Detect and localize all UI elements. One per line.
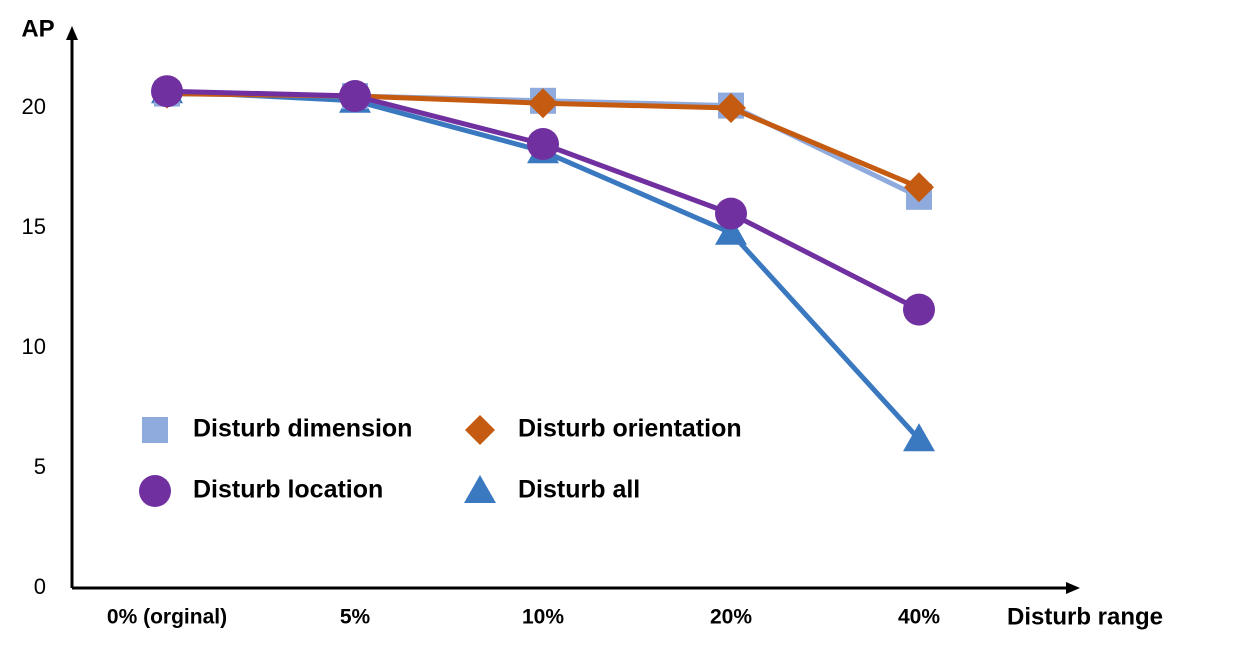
x-axis-label: Disturb range (1007, 603, 1163, 630)
x-axis-arrow (1066, 582, 1080, 594)
data-point (339, 80, 371, 112)
data-point (527, 128, 559, 160)
x-tick-label: 10% (522, 606, 564, 629)
data-point (904, 172, 934, 203)
data-point (716, 93, 746, 123)
legend-marker (464, 475, 496, 503)
legend-label: Disturb all (518, 476, 640, 504)
y-tick-label: 15 (22, 214, 46, 239)
x-tick-label: 20% (710, 606, 752, 629)
legend-label: Disturb orientation (518, 415, 742, 443)
x-tick-label: 40% (898, 606, 940, 629)
data-point (903, 423, 935, 452)
y-tick-label: 0 (34, 574, 46, 599)
y-axis-arrow (66, 26, 78, 40)
legend-marker (142, 417, 168, 443)
legend-marker (139, 475, 171, 507)
y-axis-label: AP (21, 15, 54, 42)
legend-label: Disturb dimension (193, 415, 412, 443)
y-tick-label: 5 (34, 454, 46, 479)
data-point (715, 216, 747, 245)
data-point (715, 197, 747, 230)
y-tick-label: 10 (22, 334, 46, 359)
series-line (166, 88, 921, 312)
data-point (528, 88, 558, 119)
legend-label: Disturb location (193, 476, 383, 504)
data-point (903, 293, 935, 326)
x-tick-label: 5% (340, 606, 371, 629)
y-tick-label: 20 (22, 94, 46, 119)
data-point (151, 75, 183, 108)
legend-marker (465, 415, 495, 445)
x-tick-label: 0% (orginal) (107, 606, 227, 629)
